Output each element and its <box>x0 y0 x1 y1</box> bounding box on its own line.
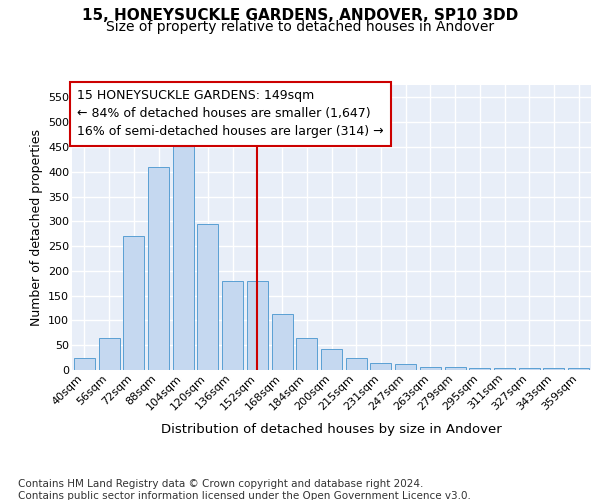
Bar <box>197 224 218 370</box>
Bar <box>222 281 243 370</box>
Bar <box>321 348 342 370</box>
Text: Contains HM Land Registry data © Crown copyright and database right 2024.
Contai: Contains HM Land Registry data © Crown c… <box>18 479 471 500</box>
Bar <box>98 338 119 370</box>
Bar <box>74 358 95 370</box>
Bar <box>296 338 317 370</box>
Bar <box>173 144 194 370</box>
Bar <box>395 364 416 370</box>
Text: 15 HONEYSUCKLE GARDENS: 149sqm
← 84% of detached houses are smaller (1,647)
16% : 15 HONEYSUCKLE GARDENS: 149sqm ← 84% of … <box>77 90 384 138</box>
Bar <box>445 367 466 370</box>
Bar <box>247 281 268 370</box>
X-axis label: Distribution of detached houses by size in Andover: Distribution of detached houses by size … <box>161 423 502 436</box>
Bar <box>494 368 515 370</box>
Bar <box>148 167 169 370</box>
Bar <box>544 368 565 370</box>
Bar <box>272 314 293 370</box>
Bar <box>123 236 144 370</box>
Bar <box>346 358 367 370</box>
Y-axis label: Number of detached properties: Number of detached properties <box>29 129 43 326</box>
Bar <box>370 362 391 370</box>
Text: Size of property relative to detached houses in Andover: Size of property relative to detached ho… <box>106 20 494 34</box>
Bar <box>568 368 589 370</box>
Bar <box>519 368 540 370</box>
Bar <box>469 368 490 370</box>
Text: 15, HONEYSUCKLE GARDENS, ANDOVER, SP10 3DD: 15, HONEYSUCKLE GARDENS, ANDOVER, SP10 3… <box>82 8 518 22</box>
Bar <box>420 367 441 370</box>
